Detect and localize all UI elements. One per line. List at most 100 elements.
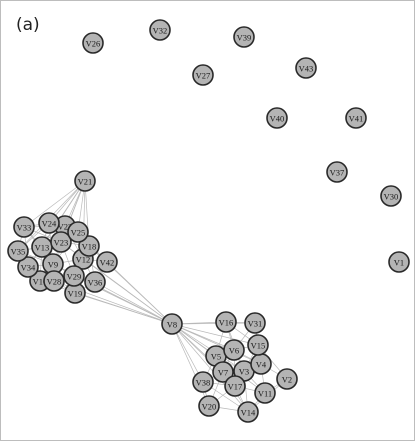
- node-v37: V37: [326, 161, 348, 183]
- node-label: V31: [248, 319, 263, 329]
- node-v11: V11: [254, 382, 276, 404]
- node-v15: V15: [247, 334, 269, 356]
- node-circle: [192, 64, 214, 86]
- edge-v8-v36: [94, 281, 173, 325]
- node-v1: V1: [388, 251, 410, 273]
- node-label: V11: [258, 389, 272, 399]
- node-circle: [224, 375, 246, 397]
- node-v40: V40: [266, 107, 288, 129]
- node-v29: V29: [63, 265, 85, 287]
- node-label: V7: [218, 368, 228, 378]
- node-label: V16: [219, 318, 234, 328]
- node-v4: V4: [250, 353, 272, 375]
- node-v13: V13: [31, 236, 53, 258]
- node-label: V28: [47, 277, 62, 287]
- node-label: V17: [228, 382, 243, 392]
- node-label: V41: [349, 114, 364, 124]
- node-label: V25: [71, 228, 86, 238]
- node-circle: [233, 26, 255, 48]
- node-circle: [215, 311, 237, 333]
- node-label: V23: [54, 238, 69, 248]
- edge-v8-v38: [171, 323, 204, 383]
- node-circle: [326, 161, 348, 183]
- node-v17: V17: [224, 375, 246, 397]
- node-label: V27: [196, 71, 211, 81]
- node-v7: V7: [212, 361, 234, 383]
- node-circle: [388, 251, 410, 273]
- node-v24: V24: [38, 212, 60, 234]
- node-circle: [266, 107, 288, 129]
- node-circle: [212, 361, 234, 383]
- node-circle: [223, 339, 245, 361]
- node-v42: V42: [96, 251, 118, 273]
- node-label: V43: [299, 64, 314, 74]
- node-label: V38: [196, 378, 211, 388]
- panel-label: (a): [16, 15, 40, 35]
- node-label: V18: [82, 242, 97, 252]
- node-circle: [43, 270, 65, 292]
- node-circle: [295, 57, 317, 79]
- node-v33: V33: [13, 216, 35, 238]
- node-label: V39: [237, 33, 252, 43]
- node-v26: V26: [82, 32, 104, 54]
- node-label: V37: [330, 168, 345, 178]
- node-v14: V14: [237, 401, 259, 423]
- node-circle: [192, 371, 214, 393]
- node-label: V20: [202, 402, 217, 412]
- edge-v8-v31: [171, 322, 256, 325]
- node-v2: V2: [276, 368, 298, 390]
- edge-v8-v4: [171, 323, 262, 365]
- node-circle: [67, 221, 89, 243]
- edge-v21-v33: [23, 180, 86, 228]
- node-label: V19: [68, 289, 83, 299]
- node-label: V2: [282, 375, 292, 385]
- node-circle: [345, 107, 367, 129]
- node-label: V40: [270, 114, 285, 124]
- node-v39: V39: [233, 26, 255, 48]
- node-label: V12: [76, 255, 91, 265]
- node-label: V26: [86, 39, 101, 49]
- node-v6: V6: [223, 339, 245, 361]
- node-circle: [161, 313, 183, 335]
- node-label: V30: [384, 192, 399, 202]
- node-circle: [82, 32, 104, 54]
- node-circle: [380, 185, 402, 207]
- node-label: V6: [229, 346, 239, 356]
- node-label: V34: [21, 263, 36, 273]
- node-circle: [17, 256, 39, 278]
- node-v9: V9: [42, 253, 64, 275]
- edge-v21-v18: [84, 180, 90, 247]
- node-v16: V16: [215, 311, 237, 333]
- node-v18: V18: [78, 235, 100, 257]
- node-circle: [7, 240, 29, 262]
- node-circle: [63, 265, 85, 287]
- node-v35: V35: [7, 240, 29, 262]
- node-circle: [276, 368, 298, 390]
- node-label: V1: [394, 258, 404, 268]
- node-label: V15: [251, 341, 266, 351]
- node-label: V8: [167, 320, 177, 330]
- node-v36: V36: [84, 271, 106, 293]
- node-circle: [254, 382, 276, 404]
- node-circle: [198, 395, 220, 417]
- node-v31: V31: [244, 312, 266, 334]
- node-v23: V23: [50, 231, 72, 253]
- node-circle: [244, 312, 266, 334]
- node-v8: V8: [161, 313, 183, 335]
- node-circle: [13, 216, 35, 238]
- node-v34: V34: [17, 256, 39, 278]
- node-label: V14: [241, 408, 256, 418]
- node-v41: V41: [345, 107, 367, 129]
- node-circle: [96, 251, 118, 273]
- node-label: V24: [42, 219, 57, 229]
- node-label: V10: [33, 277, 48, 287]
- node-v25: V25: [67, 221, 89, 243]
- edge-v8-v15: [171, 323, 259, 346]
- node-v32: V32: [149, 19, 171, 41]
- node-v27: V27: [192, 64, 214, 86]
- node-v21: V21: [74, 170, 96, 192]
- node-label: V13: [35, 243, 50, 253]
